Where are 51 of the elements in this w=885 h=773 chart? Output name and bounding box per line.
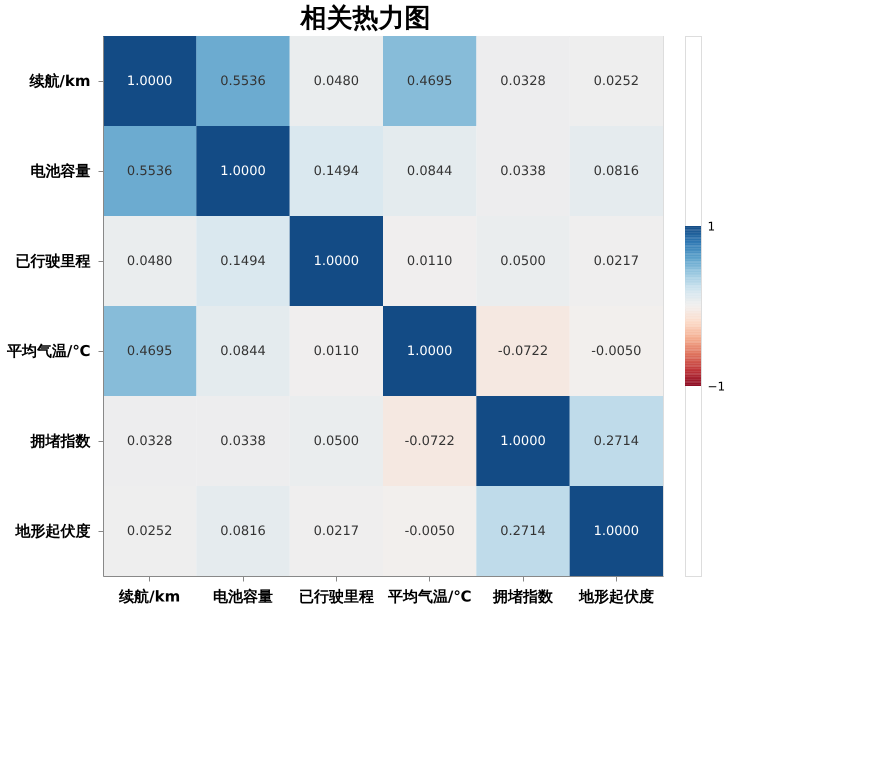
data-label: 0.0252 [594,74,640,89]
y-tick-label: 平均气温/℃ [6,342,90,360]
x-tick-label: 电池容量 [213,588,273,606]
y-tick-label: 续航/km [28,72,90,90]
data-label: 1.0000 [126,74,172,89]
data-label: 0.0844 [220,344,266,359]
data-label: 1.0000 [500,434,546,449]
data-label: 0.0338 [500,164,546,179]
data-label: 0.0110 [406,254,452,269]
chart-title: 相关热力图 [300,4,431,34]
data-label: 0.0217 [594,254,640,269]
data-label: 1.0000 [314,254,360,269]
data-label: 0.1494 [314,164,360,179]
y-tick-label: 地形起伏度 [14,522,90,540]
data-label: 0.0252 [126,524,172,539]
y-tick-label: 电池容量 [30,162,90,180]
data-label: 0.0480 [314,74,360,89]
data-label: 1.0000 [594,524,640,539]
data-label: 0.1494 [220,254,266,269]
data-label: 0.0217 [314,524,360,539]
data-label: 0.0816 [220,524,266,539]
data-label: 0.0480 [126,254,172,269]
x-tick-label: 地形起伏度 [578,588,654,606]
data-label: -0.0050 [591,344,642,359]
data-label: 0.0110 [314,344,360,359]
data-label: 0.0816 [594,164,640,179]
data-label: 0.0500 [500,254,546,269]
data-label: 1.0000 [406,344,452,359]
data-label: 0.4695 [406,74,452,89]
x-tick-label: 续航/km [118,588,180,606]
data-label: 0.4695 [126,344,172,359]
data-label: -0.0722 [498,344,548,359]
data-label: 0.5536 [220,74,266,89]
data-label: -0.0050 [404,524,455,539]
y-tick-label: 已行驶里程 [16,252,90,270]
data-label: -0.0722 [404,434,455,449]
x-tick-label: 平均气温/℃ [386,588,472,606]
data-label: 0.0844 [406,164,452,179]
data-label: 1.0000 [220,164,266,179]
x-tick-label: 拥堵指数 [492,588,554,606]
color-bar-label: 1 [708,220,716,234]
color-bar-label: −1 [708,380,726,394]
data-label: 0.0328 [126,434,172,449]
data-label: 0.0328 [500,74,546,89]
x-tick-label: 已行驶里程 [298,588,374,606]
data-label: 0.0338 [220,434,266,449]
data-label: 0.2714 [500,524,546,539]
y-tick-label: 拥堵指数 [30,432,92,450]
data-label: 0.5536 [126,164,172,179]
data-label: 0.0500 [314,434,360,449]
data-label: 0.2714 [594,434,640,449]
